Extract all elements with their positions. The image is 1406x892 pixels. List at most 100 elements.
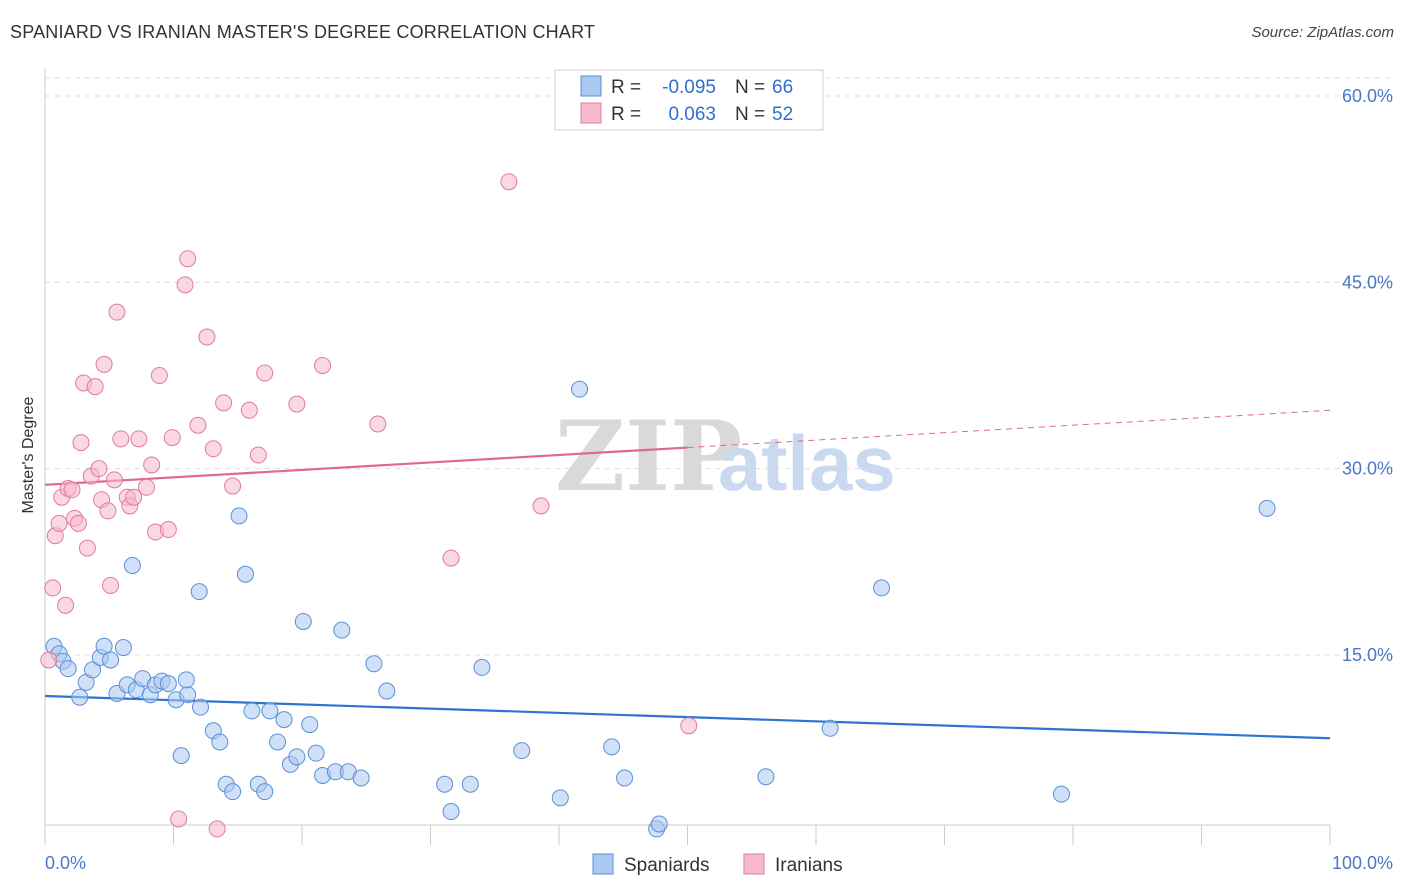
y-axis-label: Master's Degree — [20, 396, 37, 513]
iranian-point — [143, 456, 161, 474]
spaniard-point — [123, 557, 141, 575]
spaniard-point — [269, 733, 287, 751]
iranian-point — [500, 173, 518, 191]
iranian-point — [69, 514, 87, 532]
iranian-point — [256, 364, 274, 382]
spaniard-point — [571, 380, 589, 398]
iranian-point — [108, 303, 126, 321]
spaniard-point — [307, 744, 325, 762]
bottom-legend-spaniards: Spaniards — [624, 855, 710, 876]
legend-n-label-1: N = — [735, 77, 765, 98]
iranian-trend-line-dashed — [687, 409, 1331, 449]
iranian-point — [159, 521, 177, 539]
spaniard-point — [84, 661, 102, 679]
spaniard-point — [873, 579, 891, 597]
bottom-legend-iranians: Iranians — [775, 855, 843, 876]
iranian-point — [125, 488, 143, 506]
spaniard-point — [230, 507, 248, 525]
iranian-point — [204, 440, 222, 458]
spaniard-point — [513, 742, 531, 760]
watermark-atlas: atlas — [718, 419, 896, 507]
spaniard-point — [275, 711, 293, 729]
iranian-trend-line — [44, 446, 688, 486]
iranian-point — [179, 250, 197, 268]
spaniard-point — [378, 682, 396, 700]
iranian-point — [63, 481, 81, 499]
legend-r-label-2: R = — [611, 104, 641, 125]
spaniard-point — [59, 660, 77, 678]
bottom-legend-swatch-iranians — [743, 853, 765, 875]
iranian-point — [50, 514, 68, 532]
iranian-point — [95, 355, 113, 373]
iranian-point — [90, 460, 108, 478]
legend-box: R = -0.095 N = 66 R = 0.063 N = 52 — [554, 69, 824, 131]
iranian-point — [40, 651, 58, 669]
iranian-point — [86, 378, 104, 396]
spaniard-point — [261, 702, 279, 720]
legend-n-label-2: N = — [735, 104, 765, 125]
iranian-point — [163, 429, 181, 447]
legend-n-value-1: 66 — [772, 77, 793, 98]
x-tick-label-max: 100.0% — [1332, 853, 1393, 873]
iranian-point — [215, 394, 233, 412]
spaniard-point — [294, 612, 312, 630]
bottom-legend: Spaniards Iranians — [592, 853, 843, 876]
spaniard-point — [650, 815, 668, 833]
y-tick-label: 60.0% — [1342, 86, 1393, 106]
spaniard-point — [172, 747, 190, 765]
spaniard-point — [114, 639, 132, 657]
y-tick-labels: 15.0% 30.0% 45.0% 60.0% — [1342, 86, 1393, 665]
x-tick-label-min: 0.0% — [45, 853, 86, 873]
iranian-point — [130, 430, 148, 448]
spaniard-point — [821, 719, 839, 737]
spaniard-point — [236, 565, 254, 583]
iranian-point — [44, 579, 62, 597]
spaniard-point — [365, 655, 383, 673]
x-tick-labels: 0.0% 100.0% — [45, 853, 1393, 873]
iranian-point — [102, 576, 120, 594]
axes — [44, 68, 1331, 845]
spaniard-point — [333, 621, 351, 639]
legend-r-label-1: R = — [611, 77, 641, 98]
iranian-point — [442, 549, 460, 567]
spaniard-point — [757, 768, 775, 786]
watermark: ZIP atlas — [555, 400, 896, 513]
spaniard-point — [177, 671, 195, 689]
y-tick-label: 15.0% — [1342, 645, 1393, 665]
spaniard-point — [1052, 785, 1070, 803]
spaniard-point — [211, 733, 229, 751]
iranian-point — [170, 810, 188, 828]
spaniard-point — [461, 775, 479, 793]
source-credit: Source: ZipAtlas.com — [1251, 24, 1394, 41]
spaniard-point — [603, 738, 621, 756]
iranian-point — [72, 434, 90, 452]
iranian-point — [78, 539, 96, 557]
chart-title: SPANIARD VS IRANIAN MASTER'S DEGREE CORR… — [10, 22, 596, 42]
iranian-point — [680, 717, 698, 735]
iranian-point — [112, 430, 130, 448]
legend-swatch-spaniards — [580, 75, 602, 97]
spaniard-point — [95, 637, 113, 655]
spaniard-point — [224, 783, 242, 801]
spaniard-point — [436, 775, 454, 793]
spaniard-point — [442, 803, 460, 821]
iranian-point — [369, 415, 387, 433]
spaniard-point — [190, 583, 208, 601]
iranian-point — [99, 502, 117, 520]
spaniard-point — [256, 783, 274, 801]
spaniard-point — [102, 651, 120, 669]
legend-r-value-1: -0.095 — [662, 77, 716, 98]
iranian-point — [189, 416, 207, 434]
spaniard-point — [352, 769, 370, 787]
y-tick-label: 45.0% — [1342, 272, 1393, 292]
legend-r-value-2: 0.063 — [668, 104, 716, 125]
iranian-point — [314, 357, 332, 375]
iranian-point — [150, 367, 168, 384]
iranian-point — [532, 497, 550, 515]
iranian-point — [57, 596, 75, 614]
spaniard-point — [179, 686, 197, 704]
spaniard-point — [288, 748, 306, 766]
iranian-point — [208, 820, 226, 838]
iranian-point — [105, 471, 123, 489]
